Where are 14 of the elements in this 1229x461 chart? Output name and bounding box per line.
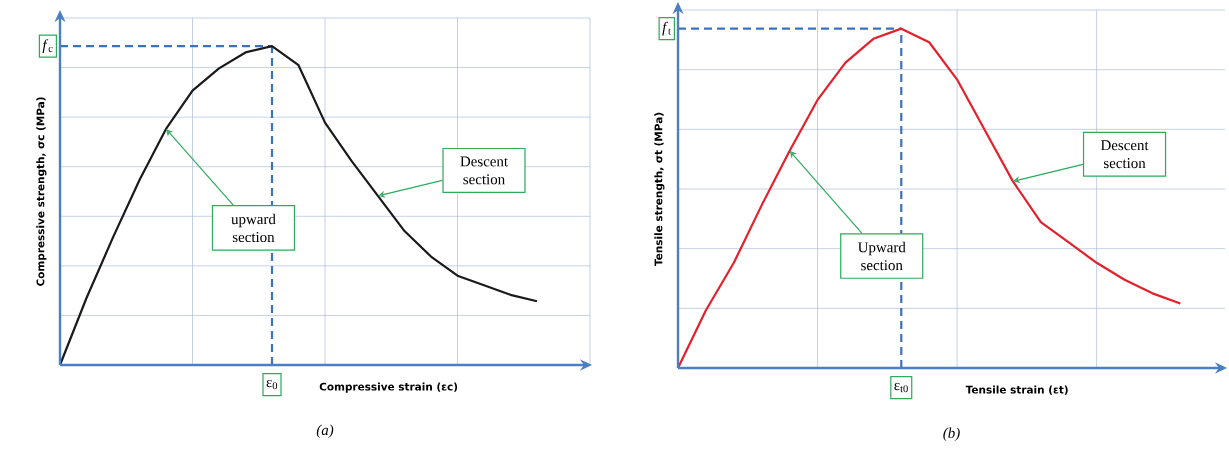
annotation: Descent section [1100, 140, 1149, 169]
x-axis-title: Compressive strain (εc) [319, 382, 458, 393]
text: ε$_{0}$ [266, 379, 278, 390]
ref-line-label: f$_{c}$ [42, 39, 53, 53]
annotation: Upward section [857, 241, 906, 271]
x-axis-title: Tensile strain (εt) [965, 385, 1068, 395]
text: ε$_{t0}$ [894, 382, 908, 393]
annotation: upward section [231, 213, 276, 243]
text: (a) [316, 424, 334, 439]
text: (b) [943, 427, 960, 442]
annotation: Descent section [460, 156, 508, 185]
y-axis-title: Compressive strength, σc (MPa) [36, 97, 47, 286]
y-axis-title: Tensile strength, σt (MPa) [654, 112, 665, 266]
ref-line-label: f$_{t}$ [662, 21, 671, 36]
